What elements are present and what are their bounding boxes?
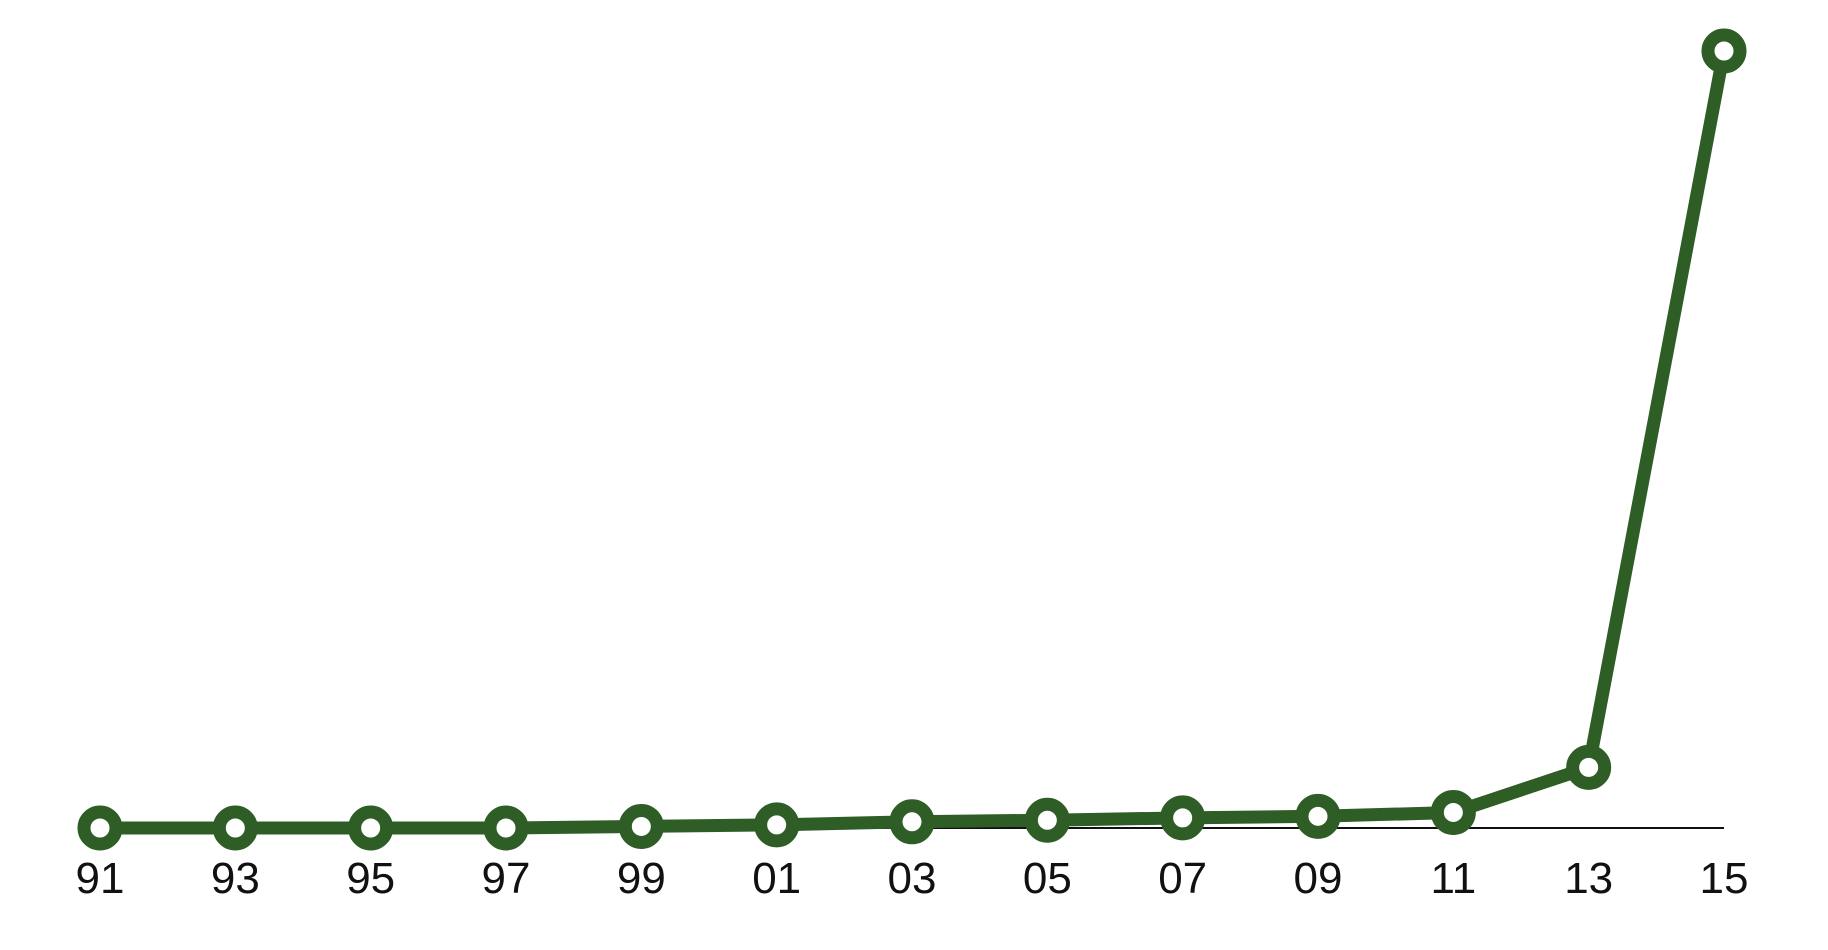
data-point-09 xyxy=(1295,793,1341,839)
x-tick-label-97: 97 xyxy=(482,854,531,903)
x-tick-label-01: 01 xyxy=(752,854,801,903)
x-tick-label-13: 13 xyxy=(1564,854,1613,903)
x-tick-labels: 91 93 95 97 99 01 03 05 07 09 11 13 15 xyxy=(76,854,1749,903)
data-point-95 xyxy=(348,805,394,851)
x-tick-label-91: 91 xyxy=(76,854,125,903)
data-point-13 xyxy=(1566,744,1612,790)
x-tick-label-99: 99 xyxy=(617,854,666,903)
data-point-11 xyxy=(1430,789,1476,835)
data-point-07 xyxy=(1160,795,1206,841)
data-point-03 xyxy=(889,799,935,845)
x-tick-label-09: 09 xyxy=(1294,854,1343,903)
x-tick-label-07: 07 xyxy=(1158,854,1207,903)
marker-layer xyxy=(77,28,1747,851)
series-layer xyxy=(93,44,1731,835)
x-tick-label-93: 93 xyxy=(211,854,260,903)
x-tick-label-03: 03 xyxy=(888,854,937,903)
data-point-93 xyxy=(212,805,258,851)
x-tick-label-15: 15 xyxy=(1700,854,1749,903)
data-point-05 xyxy=(1024,797,1070,843)
data-point-91 xyxy=(77,805,123,851)
x-tick-label-05: 05 xyxy=(1023,854,1072,903)
data-point-15 xyxy=(1701,28,1747,74)
data-point-97 xyxy=(483,805,529,851)
x-tick-label-95: 95 xyxy=(346,854,395,903)
series-line xyxy=(93,44,1731,835)
x-tick-label-11: 11 xyxy=(1430,854,1476,903)
data-point-01 xyxy=(754,802,800,848)
data-point-99 xyxy=(618,803,664,849)
